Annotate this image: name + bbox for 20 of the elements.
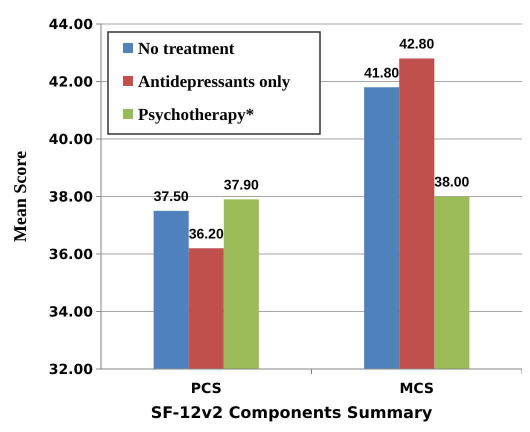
data-label: 38.00: [434, 174, 470, 190]
y-tick-label: 38.00: [48, 189, 94, 206]
y-tick-label: 32.00: [48, 362, 94, 378]
data-label: 41.80: [364, 64, 400, 80]
y-tick-label: 36.00: [48, 246, 94, 263]
legend-label: Psychotherapy*: [138, 104, 254, 124]
y-axis-title: Mean Score: [10, 150, 30, 242]
y-tick-label: 44.00: [48, 16, 94, 33]
y-tick-label: 42.00: [48, 74, 94, 90]
x-axis-title: SF-12v2 Components Summary: [150, 403, 433, 422]
x-tick-label: PCS: [190, 381, 222, 397]
legend-label: No treatment: [138, 38, 235, 58]
legend-label: Antidepressants only: [138, 72, 291, 91]
y-tick-label: 40.00: [48, 132, 94, 148]
y-tick-label: 34.00: [48, 304, 94, 320]
data-label: 37.90: [224, 176, 260, 192]
data-label: 42.80: [399, 36, 434, 52]
data-label: 36.20: [188, 225, 224, 242]
x-tick-label: MCS: [399, 381, 434, 397]
data-label: 37.50: [154, 188, 189, 204]
